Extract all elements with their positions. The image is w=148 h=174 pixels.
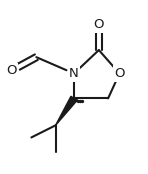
Text: O: O — [6, 64, 17, 77]
Text: N: N — [69, 67, 79, 80]
Text: O: O — [114, 67, 125, 80]
Polygon shape — [56, 96, 77, 125]
Text: O: O — [94, 18, 104, 31]
